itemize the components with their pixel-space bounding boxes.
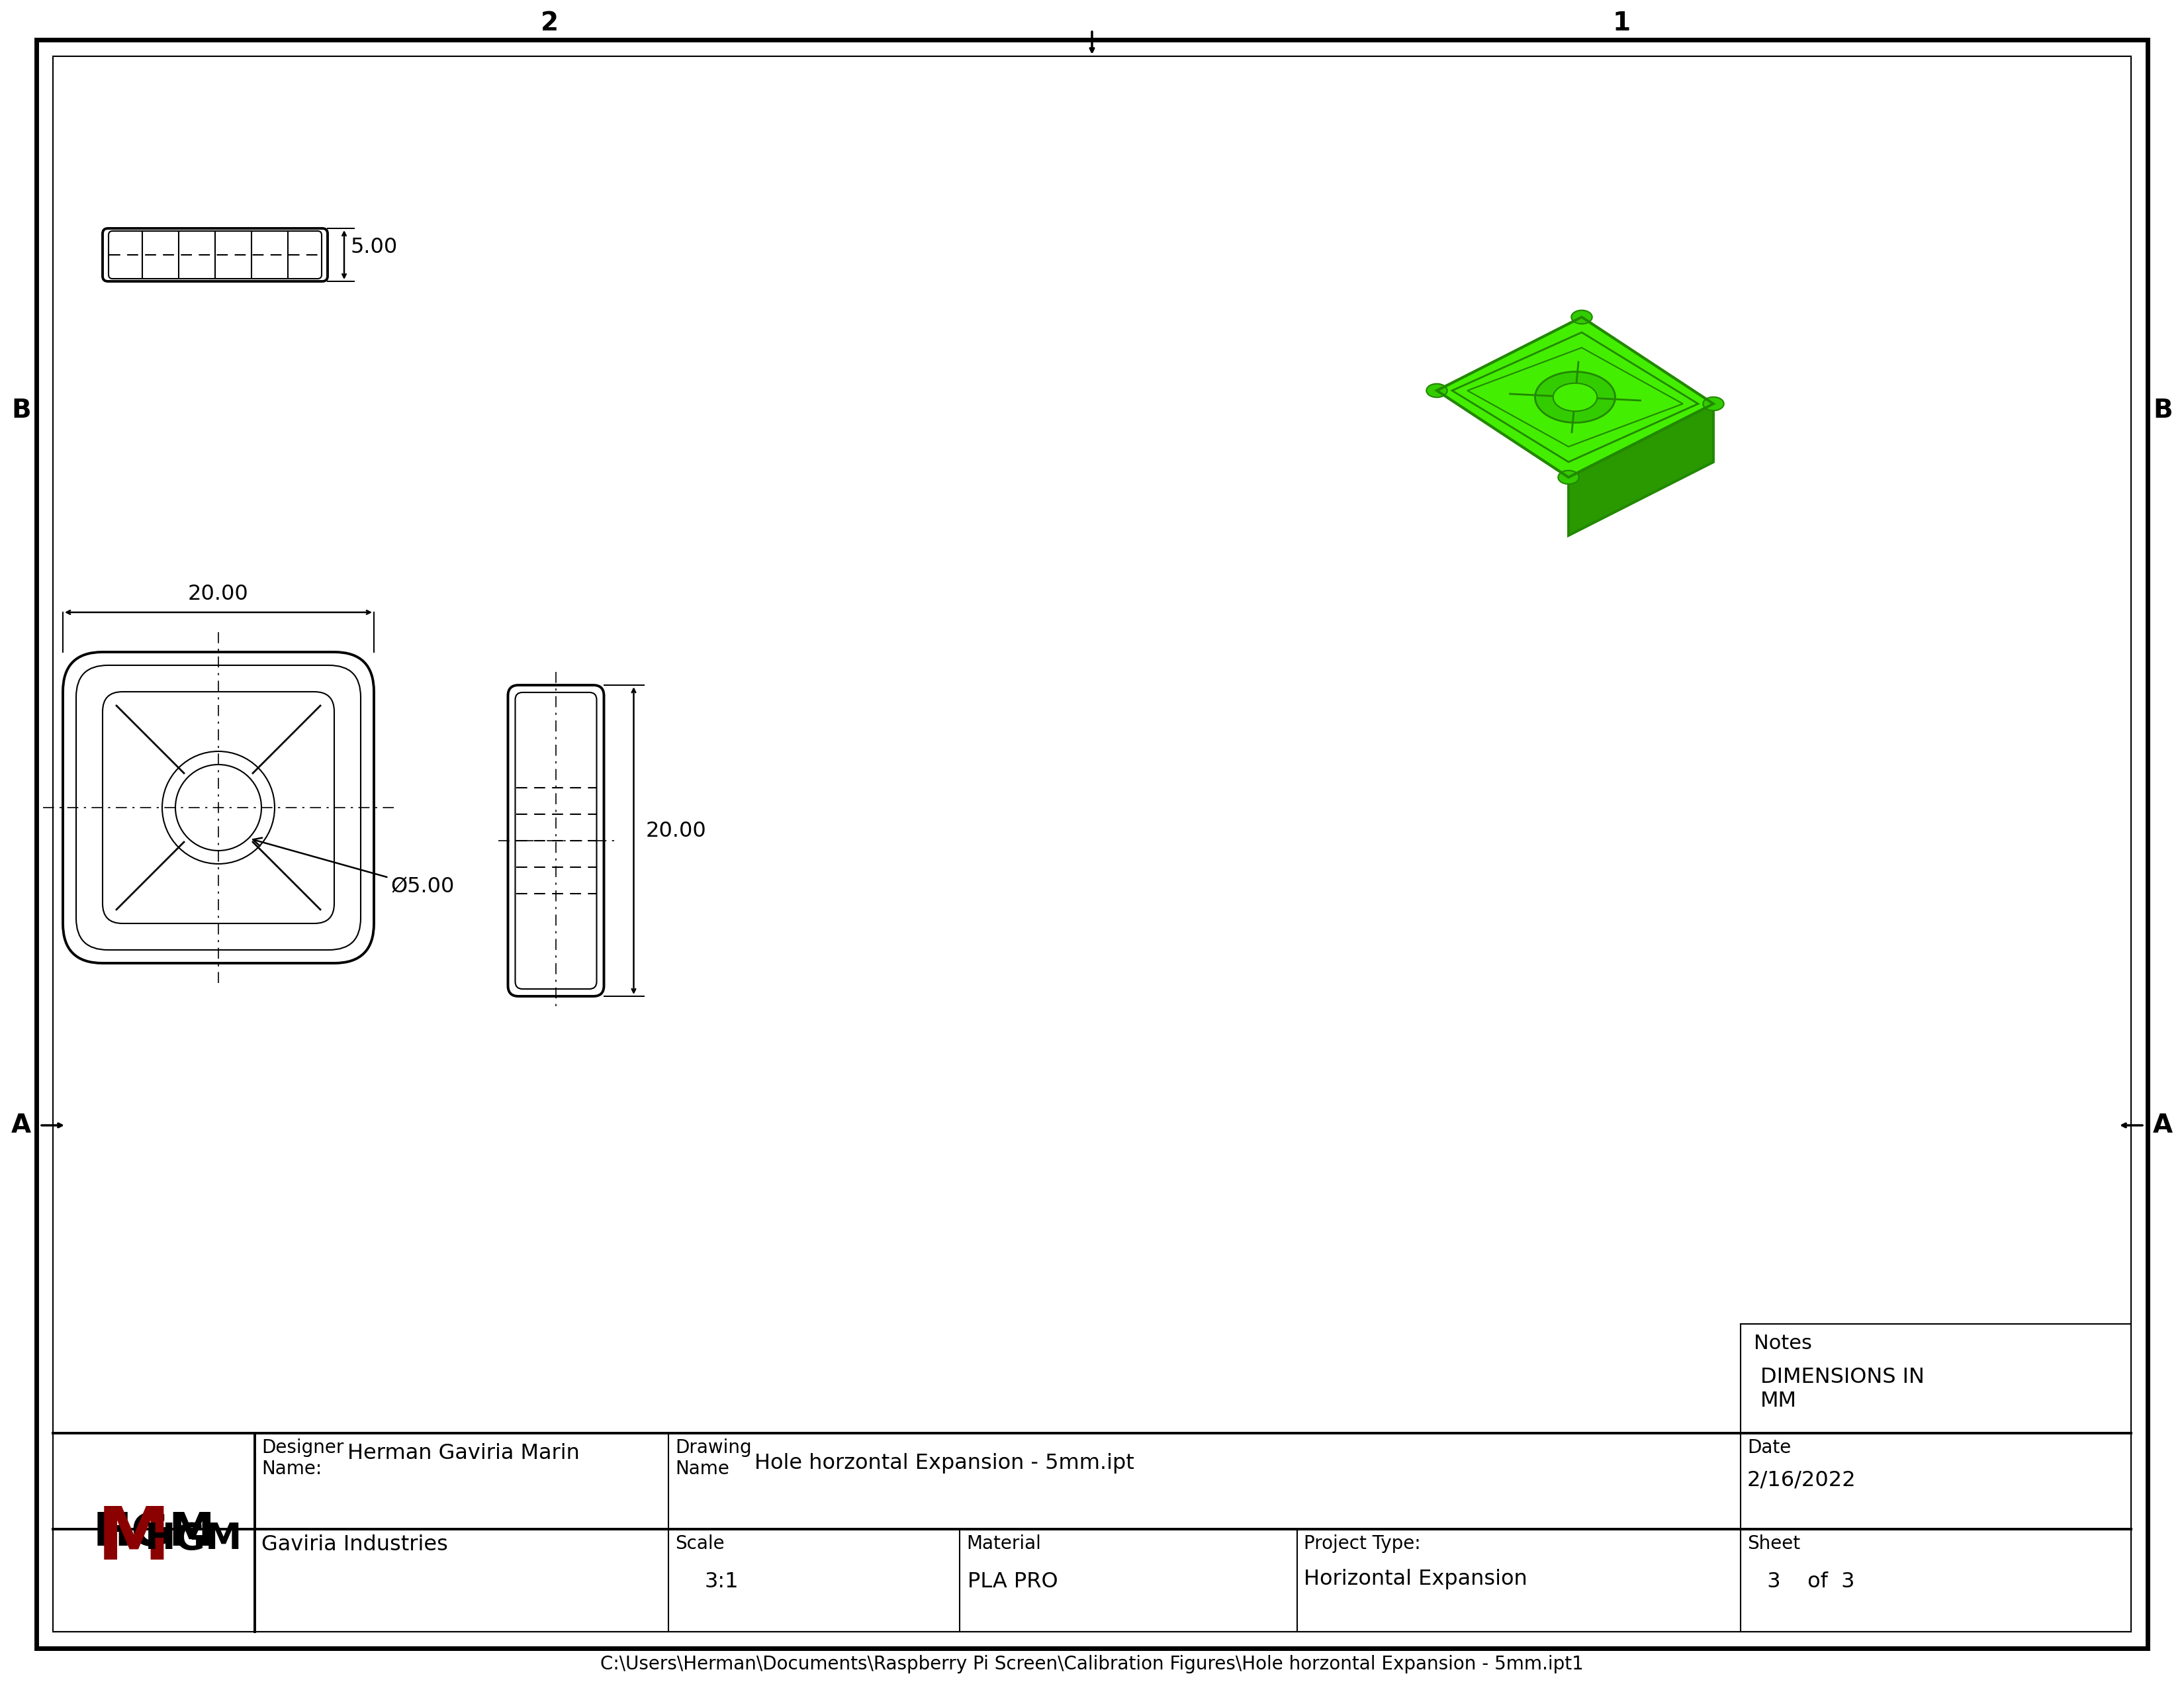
Text: HGM: HGM	[94, 1511, 214, 1555]
Text: A: A	[2153, 1112, 2173, 1138]
Text: PLA PRO: PLA PRO	[968, 1572, 1057, 1592]
Text: Scale: Scale	[675, 1534, 725, 1553]
Text: 5.00: 5.00	[352, 236, 397, 257]
Ellipse shape	[1557, 471, 1579, 484]
Polygon shape	[1568, 403, 1714, 535]
Text: Ø5.00: Ø5.00	[253, 837, 454, 898]
Text: Herman Gaviria Marin: Herman Gaviria Marin	[347, 1443, 579, 1463]
Text: HGM: HGM	[144, 1521, 242, 1556]
Text: 20.00: 20.00	[646, 820, 705, 841]
Ellipse shape	[1704, 397, 1723, 410]
Text: 20.00: 20.00	[188, 584, 249, 604]
Text: Material: Material	[965, 1534, 1042, 1553]
Text: C:\Users\Herman\Documents\Raspberry Pi Screen\Calibration Figures\Hole horzontal: C:\Users\Herman\Documents\Raspberry Pi S…	[601, 1654, 1583, 1673]
Ellipse shape	[1426, 383, 1448, 397]
Text: Date: Date	[1747, 1438, 1791, 1457]
Text: 2: 2	[539, 10, 559, 35]
Ellipse shape	[1570, 311, 1592, 324]
Text: 3    of  3: 3 of 3	[1754, 1572, 1854, 1592]
Text: Notes: Notes	[1754, 1334, 1813, 1354]
Text: 1: 1	[1612, 10, 1631, 35]
Text: 3:1: 3:1	[703, 1572, 738, 1592]
Text: Horizontal Expansion: Horizontal Expansion	[1304, 1568, 1527, 1590]
Text: M: M	[98, 1504, 170, 1575]
Ellipse shape	[1535, 371, 1616, 422]
Text: B: B	[2153, 398, 2173, 424]
Text: Designer
Name:: Designer Name:	[262, 1438, 343, 1479]
Ellipse shape	[1553, 383, 1597, 412]
Text: B: B	[11, 398, 31, 424]
Text: Sheet: Sheet	[1747, 1534, 1800, 1553]
Polygon shape	[1437, 317, 1714, 478]
Text: Gaviria Industries: Gaviria Industries	[262, 1534, 448, 1555]
Text: Hole horzontal Expansion - 5mm.ipt: Hole horzontal Expansion - 5mm.ipt	[753, 1453, 1133, 1474]
Text: DIMENSIONS IN
MM: DIMENSIONS IN MM	[1760, 1367, 1924, 1411]
Text: 2/16/2022: 2/16/2022	[1747, 1470, 1856, 1491]
Text: A: A	[11, 1112, 31, 1138]
Text: Drawing
Name: Drawing Name	[675, 1438, 751, 1479]
Text: Project Type:: Project Type:	[1304, 1534, 1420, 1553]
